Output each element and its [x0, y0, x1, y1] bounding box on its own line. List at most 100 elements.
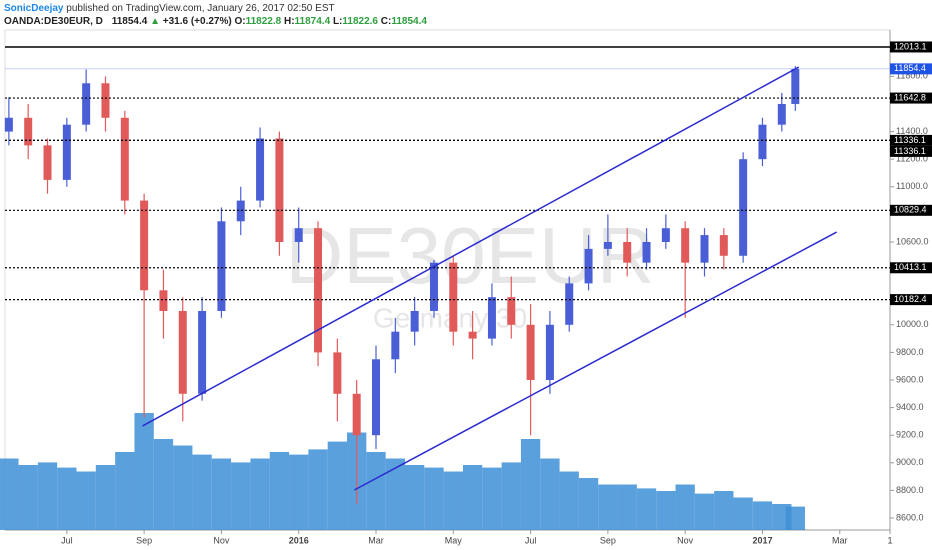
candle-body	[410, 310, 419, 332]
candle-body	[198, 310, 207, 394]
volume-bar	[462, 465, 483, 530]
y-tick-label: 9800.0	[896, 347, 924, 357]
x-tick-label: 2016	[289, 535, 309, 545]
candle-body	[333, 352, 342, 394]
x-tick-label: Jul	[525, 535, 537, 545]
volume-bar	[501, 462, 521, 530]
symbol: OANDA:DE30EUR, D	[4, 16, 103, 27]
candle-body	[700, 235, 709, 263]
candle-body	[256, 138, 265, 201]
y-tick-label: 9600.0	[896, 374, 924, 384]
candle-body	[584, 248, 593, 284]
candle-body	[352, 393, 361, 436]
y-tick-label: 10000.0	[896, 319, 929, 329]
level-tag	[890, 145, 932, 157]
candle-body	[758, 124, 767, 160]
volume-bar	[250, 458, 270, 530]
y-tick-label: 11400.0	[896, 126, 928, 136]
volume-bar	[134, 413, 154, 530]
trendline	[354, 231, 838, 491]
l-label: L:	[332, 16, 343, 27]
candle-body	[24, 117, 33, 146]
candle-body	[719, 235, 728, 256]
published: published on TradingView.com, January 26…	[66, 3, 335, 14]
y-tick-label: 10600.0	[896, 236, 929, 246]
y-tick-label: 11200.0	[896, 154, 928, 164]
candle-body	[468, 331, 477, 339]
level-label: 11642.8	[894, 92, 926, 102]
candle-body	[62, 124, 71, 180]
level-label: 11336.1	[894, 135, 926, 145]
x-tick-label: Sep	[600, 535, 616, 545]
trendline	[142, 66, 800, 427]
volume	[0, 413, 805, 530]
level-label: 11854.4	[894, 63, 926, 73]
user[interactable]: SonicDeejay	[4, 3, 64, 14]
candle-body	[791, 68, 800, 104]
candle-body	[739, 159, 748, 256]
candle-body	[314, 228, 323, 353]
o-label: O:	[234, 16, 246, 27]
volume-bar	[173, 445, 193, 530]
y-tick-label: 11800.0	[896, 71, 928, 81]
volume-bar	[115, 452, 135, 530]
candle-body	[43, 145, 52, 180]
y-tick-label: 9400.0	[896, 402, 924, 412]
candle-body	[777, 103, 786, 125]
watermark: DE30EUR	[285, 211, 654, 300]
volume-bar	[424, 467, 444, 530]
candle-body	[101, 83, 110, 118]
level-label: 10829.4	[894, 205, 927, 215]
volume-bar	[76, 471, 96, 530]
candle-body	[82, 83, 91, 125]
candle-body	[4, 117, 13, 132]
volume-bar	[482, 467, 502, 530]
volume-bar	[733, 497, 753, 530]
volume-bar	[231, 462, 251, 530]
x-tick-label: 2017	[752, 535, 772, 545]
volume-bar	[520, 439, 541, 530]
level-label: 10413.1	[894, 262, 927, 272]
y-tick-label: 9200.0	[896, 430, 924, 440]
candle-body	[545, 324, 554, 380]
volume-bar	[289, 454, 309, 530]
l-value: 11822.6	[342, 16, 378, 27]
volume-bar	[0, 458, 19, 530]
volume-bar	[192, 454, 212, 530]
change: +31.6 (+0.27%)	[162, 16, 232, 27]
candle-body	[217, 221, 226, 311]
volume-bar	[598, 484, 618, 530]
candle-body	[275, 138, 284, 242]
candle-body	[526, 324, 535, 380]
level-tag	[890, 134, 932, 146]
level-tag	[890, 41, 932, 53]
h-value: 11874.4	[294, 16, 331, 27]
candle-body	[178, 310, 187, 394]
volume-bar	[308, 449, 328, 530]
c-value: 11854.4	[391, 16, 427, 27]
x-tick-label: Mar	[832, 535, 848, 545]
volume-bar	[404, 465, 425, 530]
c-label: C:	[380, 16, 392, 27]
level-tag	[890, 204, 932, 216]
y-tick-label: 8600.0	[896, 512, 924, 522]
volume-bar	[18, 465, 38, 530]
o-value: 11822.8	[245, 16, 282, 27]
volume-bar	[153, 439, 174, 530]
level-tag	[890, 262, 932, 274]
y-tick-label: 11000.0	[896, 181, 928, 191]
x-tick-label: Nov	[677, 535, 694, 545]
x-tick-label: Nov	[213, 535, 230, 545]
x-tick-label: May	[445, 535, 463, 545]
candle-body	[603, 241, 612, 249]
candle-body	[661, 228, 670, 242]
volume-bar	[269, 452, 290, 530]
level-label: 11336.1	[894, 146, 926, 156]
candle-body	[487, 297, 496, 339]
header: SonicDeejay published on TradingView.com…	[4, 2, 427, 28]
publish-line: SonicDeejay published on TradingView.com…	[4, 2, 427, 15]
volume-bar	[785, 506, 805, 530]
candle-body	[449, 262, 458, 332]
volume-bar	[211, 458, 232, 530]
